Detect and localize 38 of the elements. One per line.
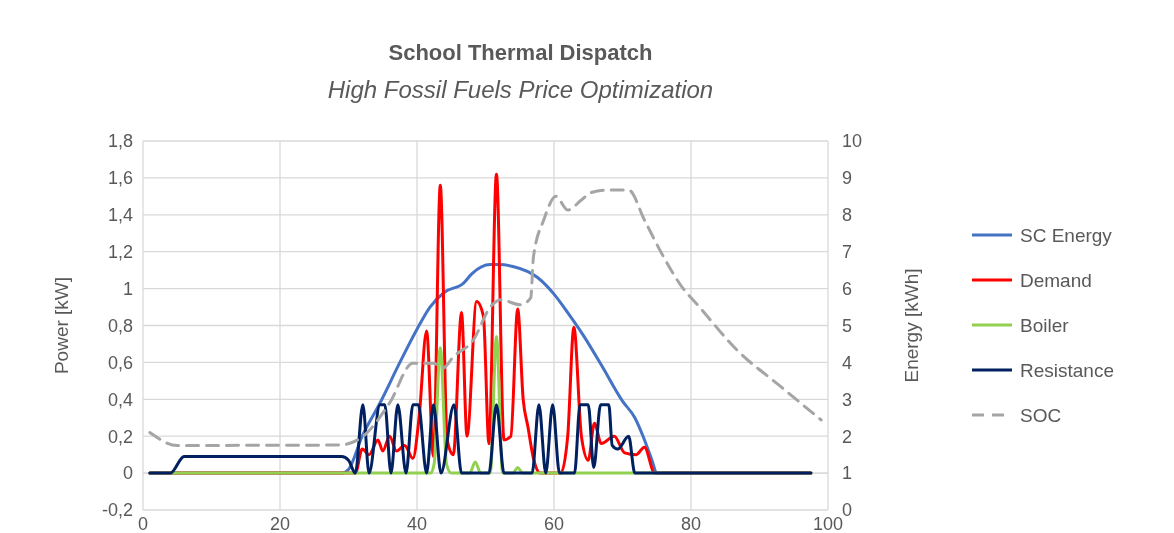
y-tick-label: 0 [122, 463, 133, 484]
y2-axis-title: Energy [kWh] [901, 268, 922, 383]
y-tick-label: 1,8 [107, 131, 133, 152]
legend-label: Resistance [1020, 359, 1114, 381]
x-tick-label: 60 [543, 514, 565, 533]
y2-tick-label: 9 [842, 168, 853, 189]
y2-tick-label: 3 [842, 389, 853, 410]
y-tick-label: 0,6 [107, 352, 133, 373]
legend-label: SC Energy [1020, 224, 1113, 246]
y2-tick-label: 7 [842, 242, 853, 262]
line-series [148, 188, 823, 447]
y-tick-label: -0,2 [101, 500, 133, 521]
y-tick-label: 0,2 [107, 426, 133, 447]
chart-title: School Thermal Dispatch [388, 40, 653, 65]
legend-label: Demand [1020, 269, 1092, 291]
x-tick-label: 80 [680, 514, 702, 533]
legend-label: SOC [1020, 404, 1062, 426]
legend-label: Boiler [1020, 314, 1070, 336]
y-tick-label: 0,8 [107, 315, 133, 336]
y2-tick-label: 8 [842, 205, 853, 226]
y2-tick-label: 1 [842, 463, 853, 484]
y-tick-label: 1,4 [107, 205, 133, 226]
y2-tick-label: 10 [842, 131, 863, 152]
y-tick-label: 1 [122, 278, 133, 299]
x-tick-label: 0 [137, 514, 149, 533]
x-tick-label: 20 [269, 514, 291, 533]
y-tick-label: 0,4 [107, 389, 133, 410]
y-tick-label: 1,2 [107, 242, 133, 262]
y-axis-title: Power [kW] [51, 276, 72, 375]
y2-tick-label: 4 [842, 352, 853, 373]
x-tick-label: 100 [812, 514, 844, 533]
chart-subtitle: High Fossil Fuels Price Optimization [327, 76, 714, 103]
y2-tick-label: 6 [842, 278, 853, 299]
y-tick-label: 1,6 [107, 168, 133, 189]
line-series [148, 403, 813, 475]
y2-tick-label: 5 [842, 315, 853, 336]
y2-tick-label: 2 [842, 426, 853, 447]
x-tick-label: 40 [406, 514, 428, 533]
